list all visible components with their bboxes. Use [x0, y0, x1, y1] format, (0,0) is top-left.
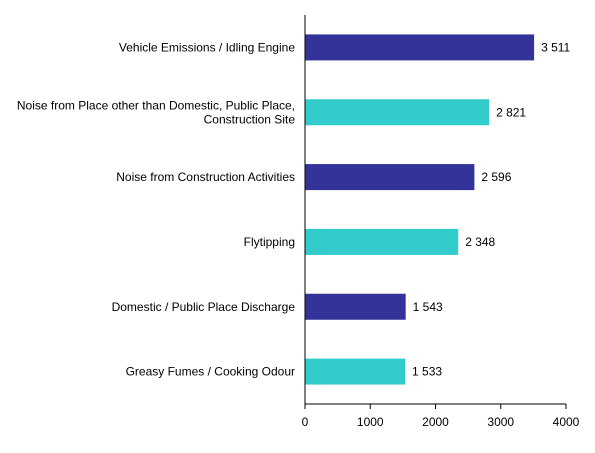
- bar: [305, 293, 406, 320]
- x-tick-label: 1000: [357, 415, 384, 429]
- data-label: 2 821: [496, 105, 526, 119]
- bar-group: [305, 34, 535, 385]
- category-label: Flytipping: [244, 235, 295, 249]
- category-label: Noise from Place other than Domestic, Pu…: [17, 98, 295, 112]
- data-label: 3 511: [541, 40, 570, 54]
- category-label-group: Vehicle Emissions / Idling Engine Noise f…: [17, 40, 295, 378]
- x-tick-label: 2000: [422, 415, 449, 429]
- category-label: Vehicle Emissions / Idling Engine: [119, 40, 295, 54]
- bar: [305, 358, 406, 385]
- bar: [305, 34, 535, 61]
- x-tick-group: 0 1000 2000 3000 4000: [302, 404, 580, 429]
- data-label: 1 533: [412, 365, 442, 379]
- category-label: Construction Site: [204, 112, 296, 126]
- data-label: 2 348: [465, 235, 495, 249]
- bar: [305, 164, 475, 191]
- bar: [305, 99, 490, 126]
- data-label: 2 596: [481, 170, 511, 184]
- category-label: Noise from Construction Activities: [116, 170, 295, 184]
- category-label: Domestic / Public Place Discharge: [112, 300, 296, 314]
- x-tick-label: 3000: [487, 415, 514, 429]
- x-tick-label: 4000: [553, 415, 580, 429]
- data-label: 1 543: [413, 300, 443, 314]
- data-label-group: 3 511 2 821 2 596 2 348 1 543 1 533: [412, 40, 571, 378]
- category-label: Greasy Fumes / Cooking Odour: [126, 365, 295, 379]
- bar: [305, 228, 459, 255]
- x-tick-label: 0: [302, 415, 309, 429]
